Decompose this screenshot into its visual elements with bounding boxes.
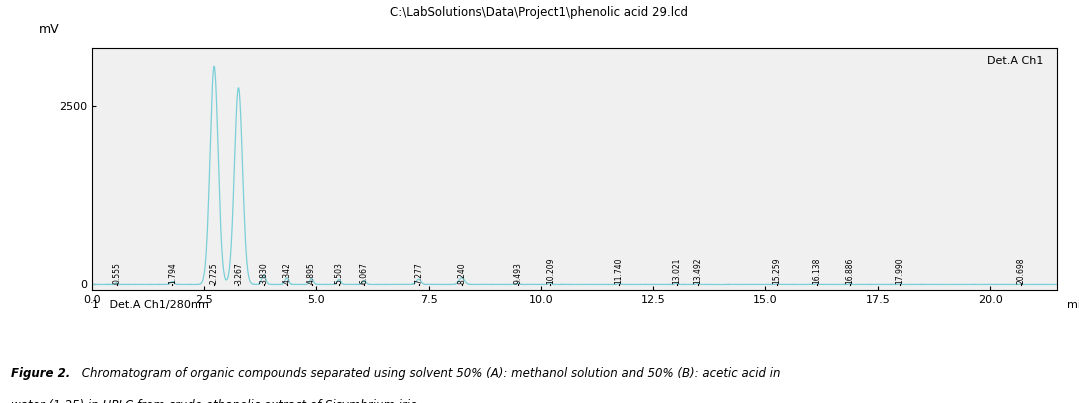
Text: 0.555: 0.555 — [112, 262, 121, 284]
Text: 20.698: 20.698 — [1016, 258, 1026, 284]
Text: 16.138: 16.138 — [812, 258, 821, 284]
Text: water (1:25) in HPLC from crude ethanolic extract of Sisymbrium irio.: water (1:25) in HPLC from crude ethanoli… — [11, 399, 421, 403]
Text: 2.725: 2.725 — [209, 262, 219, 284]
Text: 3.830: 3.830 — [259, 262, 269, 284]
Text: 11.740: 11.740 — [615, 258, 624, 284]
Text: Chromatogram of organic compounds separated using solvent 50% (A): methanol solu: Chromatogram of organic compounds separa… — [78, 367, 780, 380]
Text: 1   Det.A Ch1/280nm: 1 Det.A Ch1/280nm — [92, 300, 208, 310]
Text: 8.240: 8.240 — [457, 262, 466, 284]
Text: 4.342: 4.342 — [283, 262, 291, 284]
Text: Figure 2.: Figure 2. — [11, 367, 70, 380]
Text: 7.277: 7.277 — [414, 262, 423, 284]
Text: 3.267: 3.267 — [234, 262, 243, 284]
Text: 6.067: 6.067 — [359, 262, 369, 284]
Text: 10.209: 10.209 — [546, 258, 555, 284]
Text: 13.492: 13.492 — [693, 258, 702, 284]
Text: 16.886: 16.886 — [846, 258, 855, 284]
Text: C:\LabSolutions\Data\Project1\phenolic acid 29.lcd: C:\LabSolutions\Data\Project1\phenolic a… — [391, 6, 688, 19]
Text: 5.503: 5.503 — [334, 262, 343, 284]
Text: 9.493: 9.493 — [514, 262, 522, 284]
Text: min: min — [1067, 300, 1079, 310]
Text: 15.259: 15.259 — [773, 258, 781, 284]
Text: Det.A Ch1: Det.A Ch1 — [986, 56, 1043, 66]
Text: 4.895: 4.895 — [308, 262, 316, 284]
Text: 1.794: 1.794 — [168, 262, 177, 284]
Text: 13.021: 13.021 — [672, 258, 681, 284]
Text: mV: mV — [39, 23, 59, 36]
Text: 17.990: 17.990 — [896, 257, 904, 284]
